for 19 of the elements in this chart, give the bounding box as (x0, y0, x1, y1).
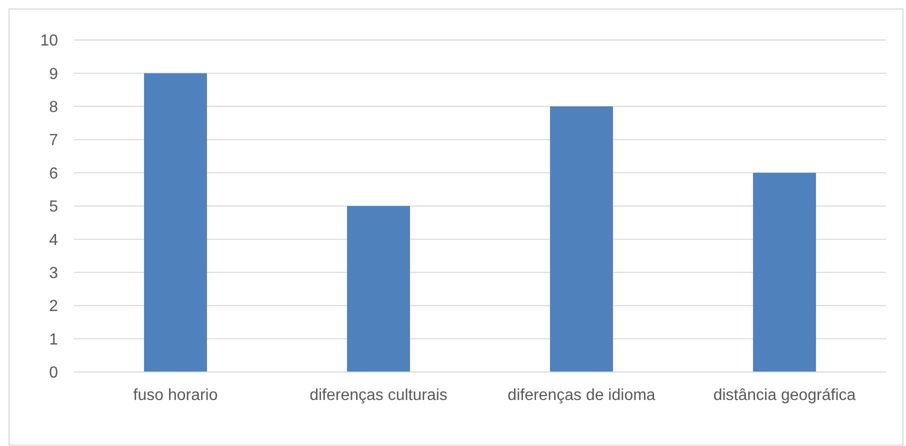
y-tick-label: 5 (49, 198, 58, 216)
y-tick-label: 3 (49, 265, 58, 282)
y-tick-label: 7 (49, 132, 58, 150)
x-tick-label: distância geográfica (713, 387, 856, 404)
y-tick-label: 10 (40, 32, 58, 50)
bar (753, 172, 816, 372)
y-tick-label: 8 (49, 99, 58, 116)
x-tick-label: diferenças de idioma (508, 387, 656, 404)
x-tick-label: diferenças culturais (310, 387, 448, 404)
y-tick-label: 6 (49, 165, 58, 182)
y-tick-label: 9 (49, 66, 58, 83)
bar (550, 106, 613, 372)
bar (144, 73, 207, 372)
bar (347, 206, 410, 372)
x-tick-label: fuso horario (133, 387, 218, 404)
y-tick-label: 2 (49, 298, 58, 316)
y-tick-label: 1 (49, 331, 58, 348)
y-tick-label: 4 (49, 232, 58, 249)
y-tick-label: 0 (49, 364, 58, 382)
